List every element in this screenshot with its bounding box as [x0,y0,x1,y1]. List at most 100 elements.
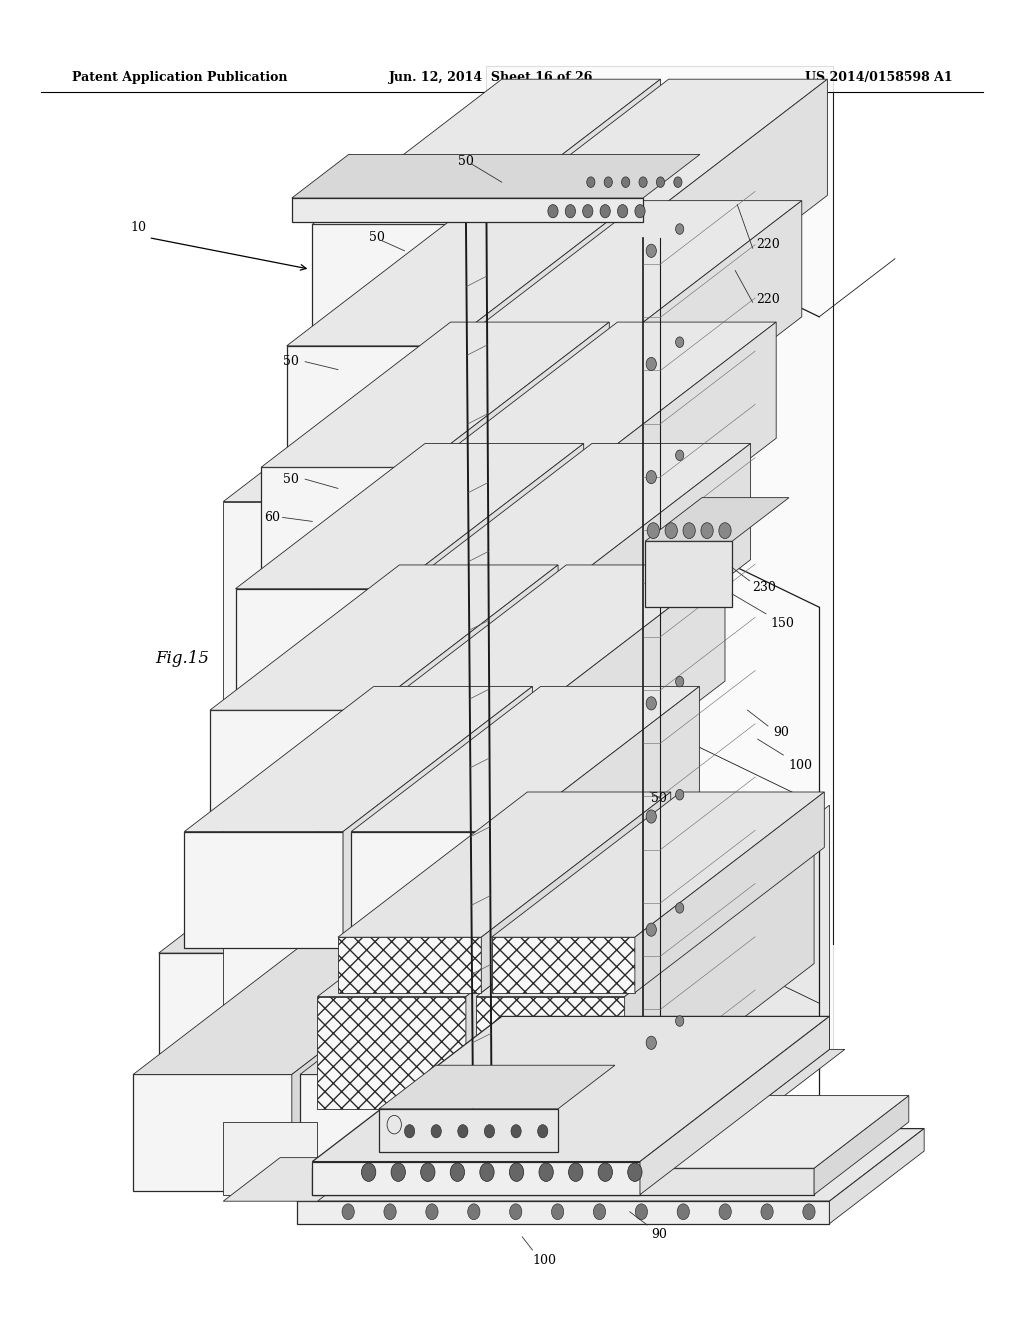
Polygon shape [640,1049,845,1195]
Circle shape [635,205,645,218]
Polygon shape [814,1096,909,1195]
Text: 100: 100 [532,1254,556,1267]
Polygon shape [312,1016,829,1162]
Circle shape [676,1016,684,1027]
Text: 220: 220 [756,238,779,251]
Polygon shape [829,1129,925,1224]
Polygon shape [428,322,776,467]
Circle shape [647,523,659,539]
Polygon shape [587,322,776,583]
Polygon shape [133,929,481,1074]
Polygon shape [184,832,343,948]
Polygon shape [210,710,369,826]
Polygon shape [377,565,725,710]
Polygon shape [317,808,507,1069]
Polygon shape [133,1074,292,1191]
Polygon shape [479,79,827,224]
Polygon shape [612,201,802,462]
Polygon shape [402,444,751,589]
Polygon shape [292,154,700,198]
Polygon shape [479,224,638,341]
Polygon shape [326,953,484,1069]
Polygon shape [471,79,660,341]
Circle shape [676,789,684,800]
Circle shape [803,1204,815,1220]
Polygon shape [159,953,317,1069]
Circle shape [666,523,678,539]
Circle shape [676,564,684,574]
Circle shape [426,1204,438,1220]
Circle shape [568,1163,583,1181]
Text: 90: 90 [651,1228,668,1241]
Circle shape [617,205,628,218]
Circle shape [646,1036,656,1049]
Polygon shape [297,1201,829,1224]
Circle shape [646,810,656,824]
Text: US 2014/0158598 A1: US 2014/0158598 A1 [805,71,952,83]
Polygon shape [184,686,532,832]
Circle shape [587,177,595,187]
Circle shape [635,1204,647,1220]
Circle shape [676,676,684,686]
Polygon shape [317,997,466,1109]
Circle shape [361,1163,376,1181]
Polygon shape [625,851,814,1109]
Circle shape [511,1125,521,1138]
Polygon shape [159,808,507,953]
Polygon shape [351,686,699,832]
Polygon shape [292,929,481,1191]
Circle shape [683,523,695,539]
Polygon shape [510,686,699,948]
Polygon shape [638,79,827,341]
Polygon shape [338,792,671,937]
Text: 230: 230 [753,581,776,594]
Polygon shape [312,79,660,224]
Polygon shape [236,444,584,589]
Polygon shape [312,1168,814,1195]
Text: 10: 10 [130,220,146,234]
Circle shape [622,177,630,187]
Text: 220: 220 [756,293,779,306]
Polygon shape [476,997,625,1109]
Circle shape [421,1163,435,1181]
Polygon shape [492,792,824,937]
Circle shape [628,1163,642,1181]
Polygon shape [645,498,788,541]
Polygon shape [476,851,814,997]
Polygon shape [402,589,561,705]
Circle shape [539,1163,553,1181]
Polygon shape [261,467,420,583]
Polygon shape [326,808,674,953]
Circle shape [404,1125,415,1138]
Text: Fig.15: Fig.15 [156,649,210,667]
Polygon shape [343,686,532,948]
Text: 60: 60 [264,511,281,524]
Text: 50: 50 [283,473,299,486]
Polygon shape [635,792,824,993]
Circle shape [600,205,610,218]
Polygon shape [379,1065,614,1109]
Circle shape [593,1204,605,1220]
Circle shape [676,223,684,235]
Polygon shape [297,1129,925,1201]
Polygon shape [338,937,481,993]
Circle shape [458,1125,468,1138]
Polygon shape [300,1074,459,1191]
Text: 90: 90 [773,726,790,739]
Circle shape [646,697,656,710]
Circle shape [719,523,731,539]
Polygon shape [312,1096,909,1168]
Polygon shape [466,851,655,1109]
Circle shape [484,1125,495,1138]
Circle shape [480,1163,495,1181]
Polygon shape [287,346,445,462]
Polygon shape [223,1122,317,1195]
Text: 50: 50 [651,792,668,805]
Text: Patent Application Publication: Patent Application Publication [72,71,287,83]
Polygon shape [536,565,725,826]
Polygon shape [645,541,732,607]
Text: 50: 50 [369,231,385,244]
Circle shape [761,1204,773,1220]
Circle shape [677,1204,689,1220]
Polygon shape [484,808,674,1069]
